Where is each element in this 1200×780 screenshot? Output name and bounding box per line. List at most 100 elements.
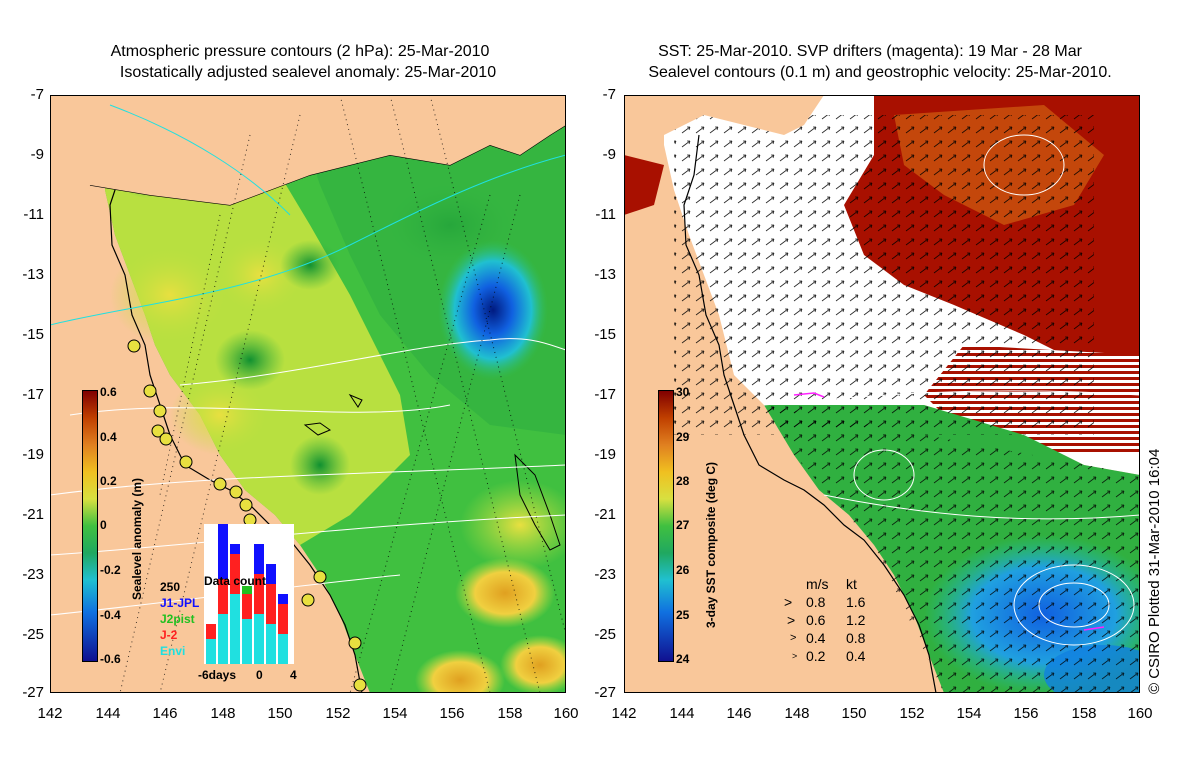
sst-colorbar-tick: 29 bbox=[676, 430, 690, 444]
sst-contour-eddy-2 bbox=[1038, 582, 1110, 628]
velocity-legend-kt: 0.4 bbox=[846, 648, 866, 664]
right-x-tick: 156 bbox=[1013, 705, 1039, 722]
velocity-legend-kt: 0.8 bbox=[846, 630, 866, 646]
right-y-tick: -19 bbox=[594, 446, 616, 463]
right-y-tick: -17 bbox=[594, 386, 616, 403]
left-x-tick: 148 bbox=[210, 705, 236, 722]
velocity-legend-ms: 0.8 bbox=[806, 594, 826, 610]
left-y-tick: -11 bbox=[23, 206, 44, 223]
yellow-anomaly-3 bbox=[170, 375, 270, 455]
sst-colorbar-tick: 27 bbox=[676, 518, 690, 532]
left-x-tick: 142 bbox=[37, 705, 63, 722]
tide-gauge bbox=[127, 339, 141, 353]
green-eddy-2 bbox=[280, 240, 340, 290]
right-x-tick: 158 bbox=[1071, 705, 1097, 722]
bar-j2 bbox=[254, 574, 264, 614]
histogram-bars bbox=[206, 524, 288, 664]
tide-gauge bbox=[239, 498, 253, 512]
pressure-contour-1 bbox=[109, 104, 291, 216]
sst-colorbar bbox=[658, 390, 674, 662]
bar-j2 bbox=[242, 594, 252, 619]
velocity-legend-arrow-1: > bbox=[787, 612, 796, 628]
bar-envi bbox=[254, 614, 264, 664]
png-land bbox=[50, 95, 566, 205]
new-caledonia bbox=[514, 453, 561, 551]
sst-contour-1 bbox=[763, 390, 1140, 406]
reef-islands bbox=[303, 393, 363, 436]
right-y-tick: -15 bbox=[594, 326, 616, 343]
tide-gauges bbox=[127, 339, 367, 692]
left-y-tick: -19 bbox=[22, 446, 44, 463]
data-count-xlabel-start: -6days bbox=[198, 668, 237, 682]
legend-envi: Envi bbox=[160, 644, 186, 658]
tide-gauge bbox=[213, 477, 227, 491]
velocity-legend-ms: 0.6 bbox=[806, 612, 826, 628]
bar-envi bbox=[266, 624, 276, 664]
bar-j2pist bbox=[242, 586, 252, 594]
right-y-tick: -25 bbox=[594, 626, 616, 643]
right-x-tick: 142 bbox=[611, 705, 637, 722]
bar-envi bbox=[206, 639, 216, 664]
tide-gauge bbox=[179, 455, 193, 469]
right-x-tick: 154 bbox=[956, 705, 982, 722]
legend-j2pist: J2pist bbox=[160, 612, 195, 626]
satellite-tracks bbox=[119, 95, 566, 693]
bar-j2 bbox=[218, 579, 228, 614]
right-title-line1: SST: 25-Mar-2010. SVP drifters (magenta)… bbox=[658, 43, 1082, 60]
data-count-histogram bbox=[204, 524, 294, 664]
sealevel-colorbar-tick: -0.4 bbox=[100, 608, 121, 622]
right-x-tick: 146 bbox=[726, 705, 752, 722]
data-count-title: Data count bbox=[204, 574, 267, 588]
right-x-tick: 144 bbox=[669, 705, 695, 722]
warm-anomaly-1 bbox=[455, 558, 555, 628]
velocity-legend-kt: 1.2 bbox=[846, 612, 866, 628]
data-count-max: 250 bbox=[160, 580, 181, 594]
legend-j1-jpl: J1-JPL bbox=[160, 596, 200, 610]
left-x-tick: 158 bbox=[497, 705, 523, 722]
tide-gauge bbox=[301, 593, 315, 607]
contour-white-2 bbox=[69, 404, 451, 416]
bar-j2 bbox=[230, 554, 240, 594]
velocity-legend-header-kt: kt bbox=[846, 576, 857, 592]
tide-gauge bbox=[153, 404, 167, 418]
velocity-legend-header-ms: m/s bbox=[806, 576, 829, 592]
bar-j2 bbox=[278, 604, 288, 634]
right-y-tick: -27 bbox=[594, 684, 616, 701]
tide-gauge bbox=[159, 432, 173, 446]
sst-png-land bbox=[624, 95, 824, 153]
right-y-tick: -13 bbox=[594, 266, 616, 283]
negative-anomaly-low bbox=[438, 240, 548, 380]
velocity-legend-kt: 1.6 bbox=[846, 594, 866, 610]
right-y-tick: -7 bbox=[602, 86, 616, 103]
sst-contour-eddy-1 bbox=[1013, 564, 1135, 646]
svp-drifter-track bbox=[1083, 626, 1105, 631]
velocity-legend-arrow-2: > bbox=[790, 632, 797, 644]
green-eddy-4 bbox=[290, 435, 350, 495]
bar-envi bbox=[218, 614, 228, 664]
yellow-anomaly-4 bbox=[460, 480, 566, 570]
left-y-tick: -15 bbox=[22, 326, 44, 343]
bar-j2 bbox=[206, 624, 216, 639]
velocity-legend-ms: 0.2 bbox=[806, 648, 826, 664]
sst-contour-eddy-3 bbox=[853, 449, 915, 501]
warm-anomaly-2 bbox=[415, 650, 505, 693]
tide-gauge bbox=[348, 636, 362, 650]
velocity-arrows-north bbox=[674, 115, 1094, 435]
sst-coastline bbox=[683, 134, 937, 693]
left-y-tick: -23 bbox=[22, 566, 44, 583]
left-y-tick: -7 bbox=[30, 86, 44, 103]
right-y-tick: -11 bbox=[595, 206, 616, 223]
svp-drifter-track bbox=[793, 392, 825, 398]
bar-j2 bbox=[266, 584, 276, 624]
right-y-tick: -21 bbox=[594, 506, 616, 523]
legend-j-2: J-2 bbox=[160, 628, 178, 642]
sealevel-colorbar-tick: 0 bbox=[100, 518, 107, 532]
contour-white-1 bbox=[179, 338, 566, 386]
sealevel-anomaly-map bbox=[50, 95, 566, 693]
bar-j1 bbox=[230, 544, 240, 554]
left-x-tick: 156 bbox=[439, 705, 465, 722]
sst-colorbar-label: 3-day SST composite (deg C) bbox=[704, 461, 718, 628]
left-map-panel bbox=[50, 95, 566, 693]
tide-gauge bbox=[353, 678, 367, 692]
sst-colorbar-tick: 28 bbox=[676, 474, 690, 488]
